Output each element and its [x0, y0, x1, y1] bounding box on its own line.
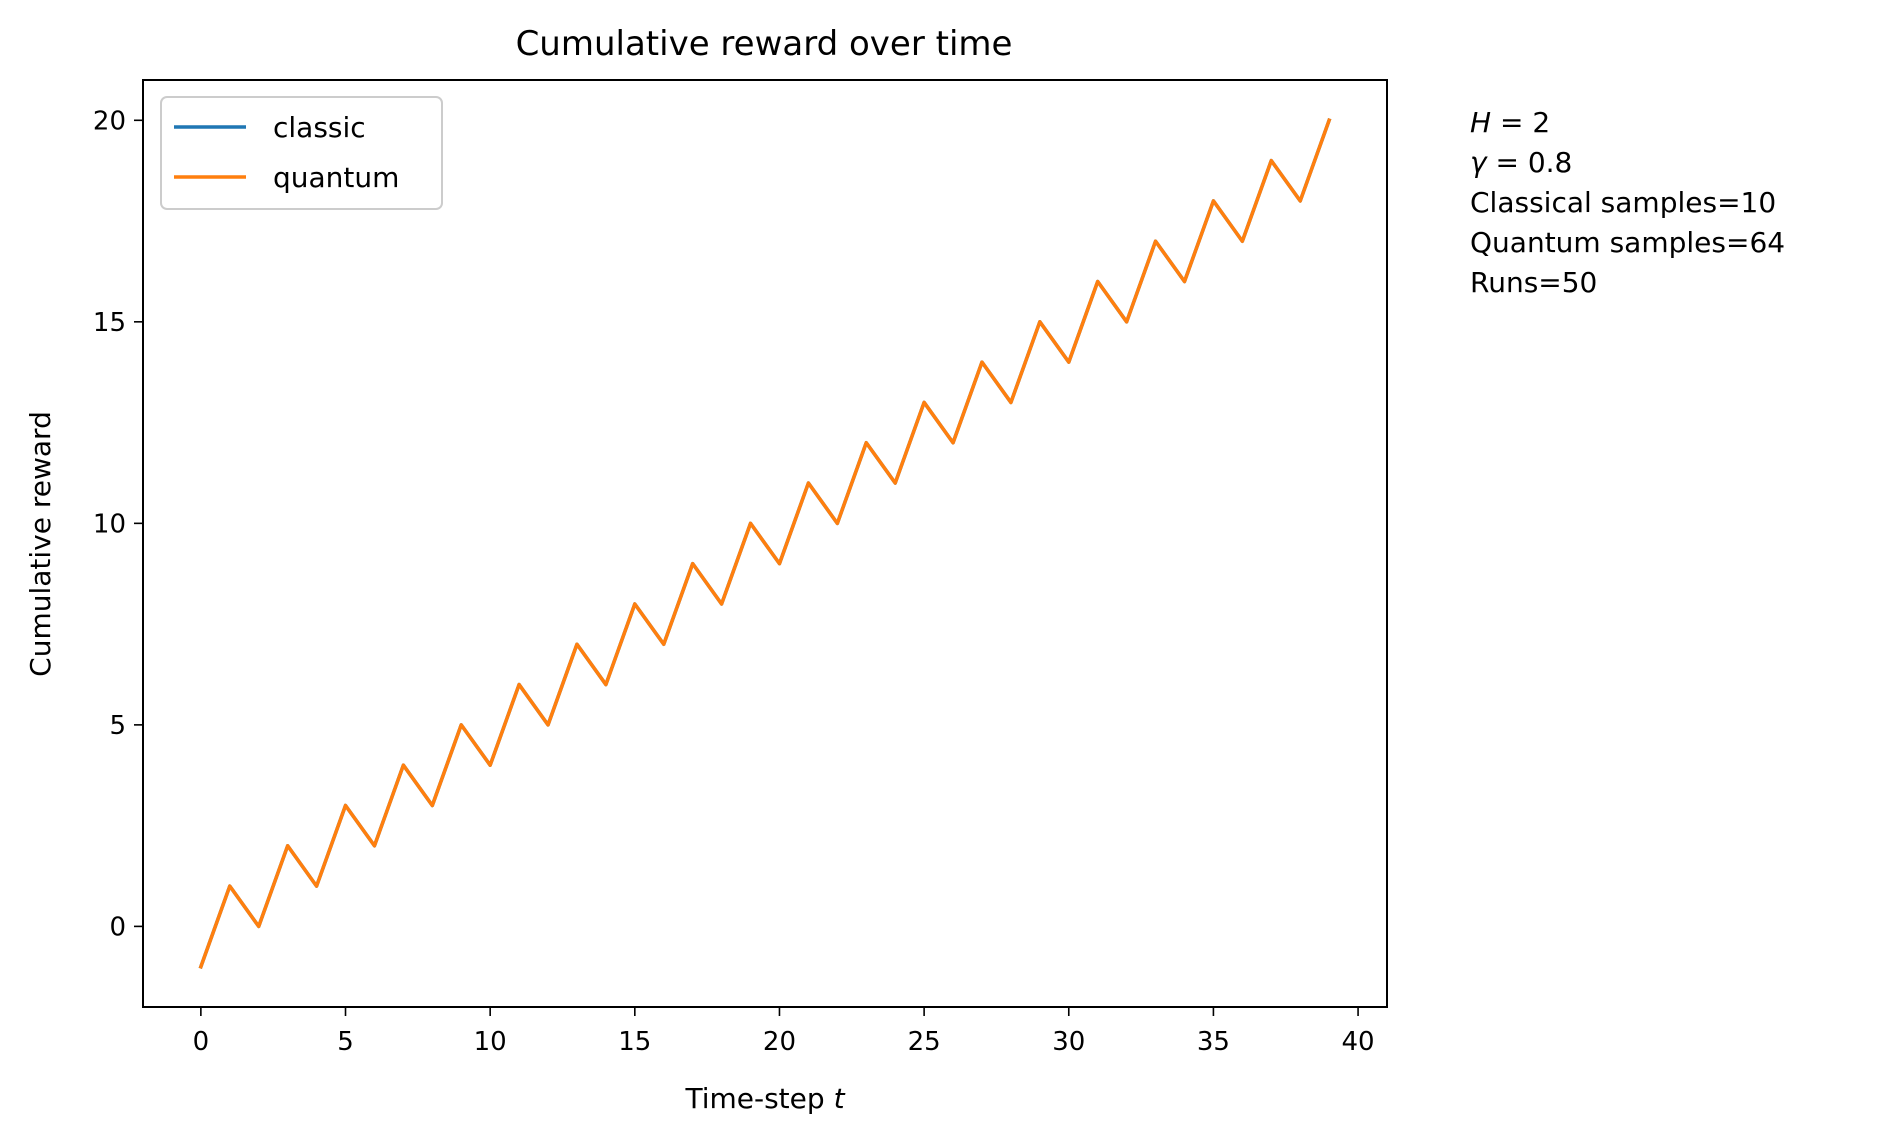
x-axis-title-variable: t: [834, 1082, 846, 1115]
annotation-horizon-value: = 2: [1491, 106, 1550, 139]
y-tick-label: 15: [93, 308, 126, 338]
annotation-runs: Runs=50: [1470, 266, 1597, 299]
y-tick-label: 0: [109, 912, 126, 942]
legend: classic quantum: [160, 96, 443, 210]
y-axis: 0 5 10 15 20: [93, 106, 143, 942]
x-axis-title-text: Time-step: [684, 1082, 824, 1115]
plot-area: [142, 79, 1388, 1008]
series-line-quantum: [198, 118, 1332, 969]
annotation-gamma: γ = 0.8: [1470, 146, 1572, 179]
parameters-annotation: H = 2 γ = 0.8 Classical samples=10 Quant…: [1470, 106, 1785, 299]
y-axis-title: Cumulative reward: [24, 411, 57, 677]
x-tick-label: 10: [474, 1027, 507, 1057]
series-lines: [198, 118, 1332, 969]
x-tick-label: 20: [763, 1027, 796, 1057]
x-tick-label: 40: [1342, 1027, 1375, 1057]
chart-title: Cumulative reward over time: [516, 24, 1013, 64]
annotation-horizon: H = 2: [1470, 106, 1550, 139]
x-axis-title: Time-step t: [684, 1082, 845, 1115]
y-tick-label: 10: [93, 509, 126, 539]
x-tick-label: 25: [908, 1027, 941, 1057]
x-tick-label: 35: [1197, 1027, 1230, 1057]
annotation-gamma-var: γ: [1470, 146, 1488, 179]
x-tick-label: 30: [1052, 1027, 1085, 1057]
annotation-classical-samples: Classical samples=10: [1470, 186, 1776, 219]
x-tick-label: 5: [337, 1027, 354, 1057]
legend-label-classic: classic: [273, 111, 366, 144]
annotation-quantum-samples: Quantum samples=64: [1470, 226, 1785, 259]
legend-label-quantum: quantum: [273, 161, 399, 194]
y-tick-label: 5: [109, 711, 126, 741]
y-tick-label: 20: [93, 106, 126, 136]
x-axis: 0 5 10 15 20 25 30 35 40: [193, 1007, 1375, 1057]
x-tick-label: 0: [193, 1027, 210, 1057]
annotation-horizon-var: H: [1470, 106, 1491, 139]
annotation-gamma-value: = 0.8: [1487, 146, 1573, 179]
legend-box: [160, 96, 443, 210]
x-tick-label: 15: [618, 1027, 651, 1057]
